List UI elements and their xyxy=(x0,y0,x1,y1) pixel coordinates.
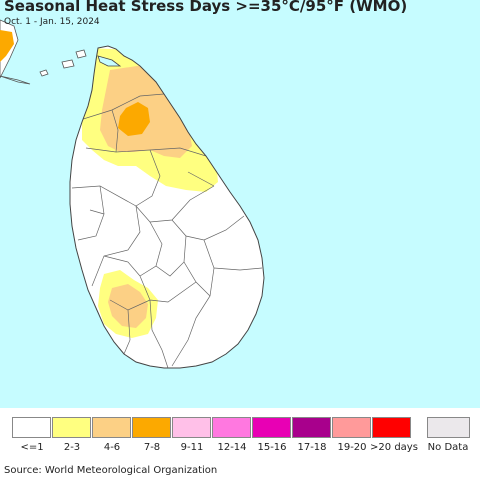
legend-label-6: 15-16 xyxy=(257,442,287,453)
sri-lanka-map xyxy=(0,0,480,408)
legend-label-1: 2-3 xyxy=(63,442,81,453)
map-title: Seasonal Heat Stress Days >=35°C/95°F (W… xyxy=(4,0,408,15)
legend-swatch-7 xyxy=(292,417,331,438)
legend-swatch-9 xyxy=(372,417,411,438)
island xyxy=(75,49,87,59)
legend-swatch-1 xyxy=(52,417,91,438)
legend-swatch-no-data xyxy=(427,417,470,438)
date-range: Oct. 1 - Jan. 15, 2024 xyxy=(4,17,100,27)
legend-label-7: 17-18 xyxy=(297,442,327,453)
india-coast-small xyxy=(0,75,31,85)
legend-swatch-3 xyxy=(132,417,171,438)
source-credit: Source: World Meteorological Organizatio… xyxy=(4,465,218,476)
legend-swatch-2 xyxy=(92,417,131,438)
island xyxy=(39,69,49,77)
legend-swatch-0 xyxy=(12,417,51,438)
legend-swatch-6 xyxy=(252,417,291,438)
heat-area-7-8-north xyxy=(118,102,150,136)
legend-label-3: 7-8 xyxy=(143,442,161,453)
jaffna-lagoon xyxy=(97,55,122,67)
sri-lanka-coastline xyxy=(69,45,265,369)
legend-swatch-8 xyxy=(332,417,371,438)
legend-label-8: 19-20 xyxy=(337,442,367,453)
legend: <=1 2-3 4-6 7-8 9-11 12-14 15-16 17-18 1… xyxy=(12,417,472,459)
legend-label-no-data: No Data xyxy=(427,442,469,453)
legend-label-9: >20 days xyxy=(370,442,418,453)
district-borders xyxy=(71,93,263,368)
heat-area-4-6-south xyxy=(108,284,148,328)
legend-label-4: 9-11 xyxy=(180,442,204,453)
legend-label-2: 4-6 xyxy=(103,442,121,453)
india-heat-area xyxy=(0,30,14,62)
legend-swatch-5 xyxy=(212,417,251,438)
legend-swatch-4 xyxy=(172,417,211,438)
legend-label-5: 12-14 xyxy=(217,442,247,453)
legend-label-0: <=1 xyxy=(20,442,44,453)
island xyxy=(61,59,75,69)
